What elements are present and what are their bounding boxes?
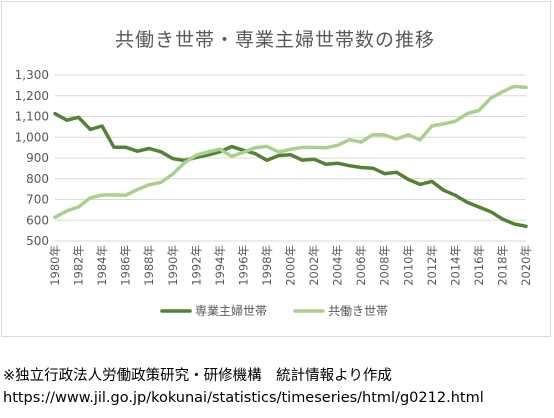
x-tick-label: 1996年 [236, 245, 250, 286]
x-tick-label: 2010年 [401, 245, 415, 286]
y-tick-label: 1,100 [15, 110, 49, 124]
chart-frame [1, 1, 551, 337]
legend-label-0: 専業主婦世帯 [195, 303, 267, 318]
series-line-0 [53, 111, 528, 229]
x-tick-label: 2014年 [448, 245, 462, 286]
legend-label-1: 共働き世帯 [328, 304, 388, 318]
y-tick-label: 800 [26, 172, 49, 186]
y-tick-label: 1,300 [15, 68, 49, 82]
x-tick-label: 1980年 [48, 245, 62, 286]
x-axis-ticks: 1980年 1982年 1984年 1986年 1988年 1990年 1992年 1994年… [48, 245, 533, 286]
x-tick-label: 2008年 [378, 245, 392, 286]
y-tick-label: 1,200 [15, 89, 49, 103]
x-tick-label: 2020年 [519, 245, 533, 286]
legend: 専業主婦世帯 共働き世帯 [160, 303, 388, 318]
series-lines [53, 84, 528, 229]
x-tick-label: 2006年 [354, 245, 368, 286]
x-tick-label: 2002年 [307, 245, 321, 286]
x-tick-label: 1990年 [166, 245, 180, 286]
x-tick-label: 1988年 [142, 245, 156, 286]
y-tick-label: 700 [26, 193, 49, 207]
chart-title: 共働き世帯・専業主婦世帯数の推移 [114, 29, 435, 51]
line-chart: 1,300 1,200 1,100 1,000 900 800 700 600 500 1980… [15, 68, 533, 318]
source-note: ※独立行政法人労働政策研究・研修機構 統計情報より作成 [3, 368, 392, 384]
y-tick-label: 1,000 [15, 130, 49, 144]
x-tick-label: 2004年 [331, 245, 345, 286]
y-tick-label: 500 [26, 234, 49, 248]
x-tick-label: 1986年 [119, 245, 133, 286]
x-tick-label: 2000年 [284, 245, 298, 286]
x-tick-label: 1994年 [213, 245, 227, 286]
gridlines [55, 74, 526, 242]
y-axis-ticks: 1,300 1,200 1,100 1,000 900 800 700 600 500 [15, 68, 49, 248]
y-tick-label: 600 [26, 213, 49, 227]
x-tick-label: 2016年 [472, 245, 486, 286]
x-tick-label: 2012年 [425, 245, 439, 286]
x-tick-label: 2018年 [495, 245, 509, 286]
source-url: https://www.jil.go.jp/kokunai/statistics… [3, 390, 484, 406]
series-line-1 [53, 84, 528, 220]
x-tick-label: 1984年 [95, 245, 109, 286]
y-tick-label: 900 [26, 151, 49, 165]
x-tick-label: 1992年 [189, 245, 203, 286]
x-tick-label: 1982年 [72, 245, 86, 286]
x-tick-label: 1998年 [260, 245, 274, 286]
